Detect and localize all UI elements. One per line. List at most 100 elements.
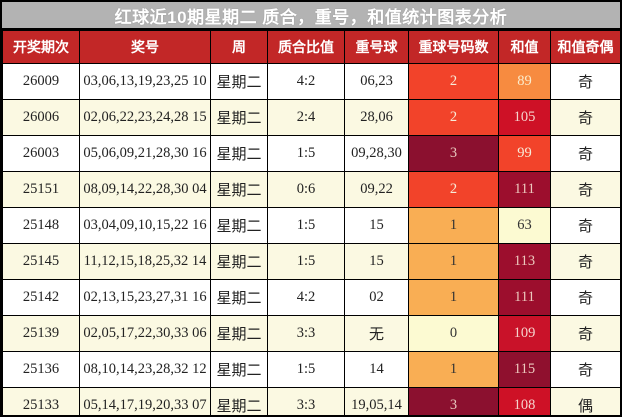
table-row: 25136 08,10,14,23,28,32 12 星期二 1:5 14 1 … [2, 351, 620, 388]
prize-numbers-cell: 05,14,17,19,20,33 07 [79, 387, 211, 415]
ratio-cell: 1:5 [267, 135, 345, 172]
period-cell: 26006 [2, 99, 80, 136]
ratio-cell: 3:3 [267, 387, 345, 415]
repeat-count-cell: 2 [408, 63, 499, 100]
prize-numbers-cell: 02,05,17,22,30,33 06 [79, 315, 211, 352]
prize-numbers-cell: 02,06,22,23,24,28 15 [79, 99, 211, 136]
week-cell: 星期二 [210, 243, 268, 280]
ratio-cell: 1:5 [267, 351, 345, 388]
header-sum-parity: 和值奇偶 [550, 30, 620, 64]
week-cell: 星期二 [210, 171, 268, 208]
prize-numbers-cell: 08,09,14,22,28,30 04 [79, 171, 211, 208]
sum-value-cell: 111 [498, 279, 551, 316]
repeat-count-cell: 1 [408, 351, 499, 388]
sum-value-cell: 109 [498, 315, 551, 352]
table-row: 25145 11,12,15,18,25,32 14 星期二 1:5 15 1 … [2, 243, 620, 280]
sum-parity-cell: 奇 [550, 315, 620, 352]
prize-numbers-cell: 08,10,14,23,28,32 12 [79, 351, 211, 388]
period-cell: 25148 [2, 207, 80, 244]
period-cell: 25142 [2, 279, 80, 316]
repeat-count-cell: 3 [408, 387, 499, 415]
week-cell: 星期二 [210, 351, 268, 388]
ratio-cell: 1:5 [267, 243, 345, 280]
sum-parity-cell: 奇 [550, 171, 620, 208]
repeat-count-cell: 1 [408, 243, 499, 280]
table-row: 25133 05,14,17,19,20,33 07 星期二 3:3 19,05… [2, 387, 620, 415]
repeat-count-cell: 0 [408, 315, 499, 352]
period-cell: 25133 [2, 387, 80, 415]
prize-numbers-cell: 03,04,09,10,15,22 16 [79, 207, 211, 244]
repeat-balls-cell: 19,05,14 [344, 387, 409, 415]
table-row: 25142 02,13,15,23,27,31 16 星期二 4:2 02 1 … [2, 279, 620, 316]
week-cell: 星期二 [210, 207, 268, 244]
table-row: 26003 05,06,09,21,28,30 16 星期二 1:5 09,28… [2, 135, 620, 172]
ratio-cell: 0:6 [267, 171, 345, 208]
period-cell: 25139 [2, 315, 80, 352]
sum-parity-cell: 奇 [550, 135, 620, 172]
period-cell: 26003 [2, 135, 80, 172]
sum-parity-cell: 奇 [550, 99, 620, 136]
period-cell: 25145 [2, 243, 80, 280]
period-cell: 25151 [2, 171, 80, 208]
ratio-cell: 1:5 [267, 207, 345, 244]
table-row: 25148 03,04,09,10,15,22 16 星期二 1:5 15 1 … [2, 207, 620, 244]
table-row: 25139 02,05,17,22,30,33 06 星期二 3:3 无 0 1… [2, 315, 620, 352]
repeat-count-cell: 1 [408, 207, 499, 244]
week-cell: 星期二 [210, 63, 268, 100]
prize-numbers-cell: 03,06,13,19,23,25 10 [79, 63, 211, 100]
week-cell: 星期二 [210, 387, 268, 415]
repeat-balls-cell: 15 [344, 207, 409, 244]
week-cell: 星期二 [210, 279, 268, 316]
sum-value-cell: 113 [498, 243, 551, 280]
sum-parity-cell: 奇 [550, 279, 620, 316]
page-title: 红球近10期星期二 质合，重号，和值统计图表分析 [114, 7, 508, 27]
sum-parity-cell: 奇 [550, 351, 620, 388]
repeat-count-cell: 3 [408, 135, 499, 172]
repeat-balls-cell: 09,22 [344, 171, 409, 208]
header-row: 开奖期次 奖号 周 质合比值 重号球 重球号码数 和值 和值奇偶 [2, 30, 620, 64]
prize-numbers-cell: 11,12,15,18,25,32 14 [79, 243, 211, 280]
repeat-balls-cell: 14 [344, 351, 409, 388]
sum-parity-cell: 奇 [550, 243, 620, 280]
prize-numbers-cell: 02,13,15,23,27,31 16 [79, 279, 211, 316]
header-sum: 和值 [498, 30, 551, 64]
header-numbers: 奖号 [79, 30, 211, 64]
repeat-balls-cell: 无 [344, 315, 409, 352]
ratio-cell: 4:2 [267, 63, 345, 100]
sum-value-cell: 63 [498, 207, 551, 244]
sum-value-cell: 108 [498, 387, 551, 415]
ratio-cell: 4:2 [267, 279, 345, 316]
sum-value-cell: 111 [498, 171, 551, 208]
table-row: 26006 02,06,22,23,24,28 15 星期二 2:4 28,06… [2, 99, 620, 136]
period-cell: 25136 [2, 351, 80, 388]
prize-numbers-cell: 05,06,09,21,28,30 16 [79, 135, 211, 172]
repeat-count-cell: 1 [408, 279, 499, 316]
sum-value-cell: 105 [498, 99, 551, 136]
header-period: 开奖期次 [2, 30, 80, 64]
week-cell: 星期二 [210, 135, 268, 172]
sum-parity-cell: 奇 [550, 207, 620, 244]
ratio-cell: 3:3 [267, 315, 345, 352]
header-repeat-count: 重球号码数 [408, 30, 499, 64]
repeat-balls-cell: 28,06 [344, 99, 409, 136]
table-row: 25151 08,09,14,22,28,30 04 星期二 0:6 09,22… [2, 171, 620, 208]
header-week: 周 [210, 30, 268, 64]
period-cell: 26009 [2, 63, 80, 100]
repeat-balls-cell: 09,28,30 [344, 135, 409, 172]
repeat-count-cell: 2 [408, 171, 499, 208]
repeat-count-cell: 2 [408, 99, 499, 136]
repeat-balls-cell: 02 [344, 279, 409, 316]
sum-parity-cell: 偶 [550, 387, 620, 415]
week-cell: 星期二 [210, 315, 268, 352]
week-cell: 星期二 [210, 99, 268, 136]
sum-value-cell: 115 [498, 351, 551, 388]
table-row: 26009 03,06,13,19,23,25 10 星期二 4:2 06,23… [2, 63, 620, 100]
sum-parity-cell: 奇 [550, 63, 620, 100]
sum-value-cell: 99 [498, 135, 551, 172]
repeat-balls-cell: 06,23 [344, 63, 409, 100]
header-ratio: 质合比值 [267, 30, 345, 64]
stats-table: 开奖期次 奖号 周 质合比值 重号球 重球号码数 和值 和值奇偶 26009 0… [2, 30, 620, 415]
header-repeat-balls: 重号球 [344, 30, 409, 64]
title-bar: 红球近10期星期二 质合，重号，和值统计图表分析 [2, 2, 620, 30]
